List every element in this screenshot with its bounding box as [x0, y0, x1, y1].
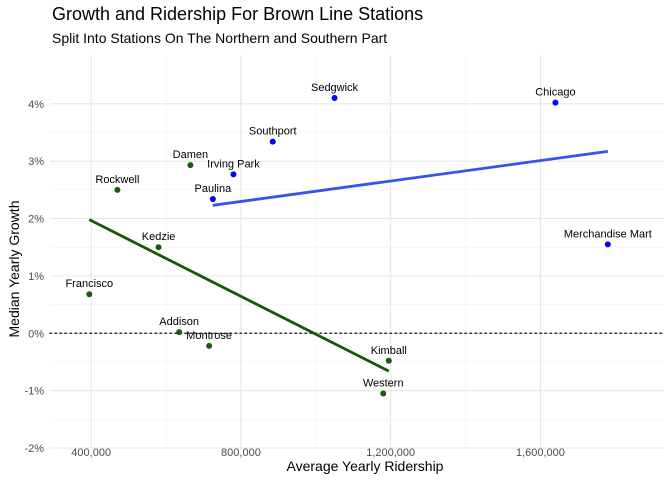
trend-line-layer	[88, 149, 609, 373]
data-point-sedgwick	[331, 95, 338, 102]
data-point-damen	[187, 162, 194, 169]
x-tick-label: 1,200,000	[366, 447, 415, 459]
trend-line-1	[212, 149, 609, 207]
point-label-paulina: Paulina	[195, 183, 233, 195]
data-point-rockwell	[114, 186, 121, 193]
point-label-kimball: Kimball	[371, 345, 407, 357]
y-tick-label: 3%	[28, 156, 44, 168]
point-layer	[86, 95, 611, 397]
x-tick-label: 400,000	[71, 447, 111, 459]
point-label-addison: Addison	[159, 316, 199, 328]
data-point-francisco	[86, 291, 93, 298]
point-label-southport: Southport	[249, 126, 297, 138]
grid-layer	[50, 55, 664, 449]
data-point-irving-park	[230, 171, 237, 178]
data-point-merchandise-mart	[604, 241, 611, 248]
y-tick-label: 2%	[28, 214, 44, 226]
point-label-chicago: Chicago	[535, 87, 575, 99]
point-label-rockwell: Rockwell	[95, 174, 139, 186]
data-point-western	[380, 390, 387, 397]
point-label-layer: Sedgwick Chicago Southport Irving Park Pauli…	[65, 82, 651, 389]
y-axis-title: Median Yearly Growth	[6, 201, 22, 338]
data-point-kedzie	[155, 244, 162, 251]
data-point-montrose	[206, 342, 213, 349]
x-tick-label: 800,000	[221, 447, 261, 459]
data-point-addison	[176, 329, 183, 336]
tick-label-layer: 400,000 800,000 1,200,000 1,600,000 -2% -1% 0%…	[24, 99, 564, 459]
trend-line-2	[88, 218, 390, 373]
chart-subtitle: Split Into Stations On The Northern and …	[52, 30, 388, 46]
data-point-southport	[269, 138, 276, 145]
x-tick-label: 1,600,000	[516, 447, 565, 459]
y-tick-label: 1%	[28, 271, 44, 283]
point-label-western: Western	[363, 377, 404, 389]
data-point-chicago	[552, 99, 559, 106]
data-point-paulina	[209, 196, 216, 203]
point-label-francisco: Francisco	[65, 278, 113, 290]
point-label-montrose: Montrose	[186, 330, 232, 342]
chart-title: Growth and Ridership For Brown Line Stat…	[52, 4, 424, 24]
y-tick-label: -1%	[24, 386, 44, 398]
data-point-kimball	[385, 357, 392, 364]
y-tick-label: -2%	[24, 443, 44, 455]
point-label-kedzie: Kedzie	[142, 231, 176, 243]
x-axis-title: Average Yearly Ridership	[287, 458, 444, 474]
point-label-irving-park: Irving Park	[207, 158, 260, 170]
point-label-damen: Damen	[173, 149, 208, 161]
y-tick-label: 4%	[28, 99, 44, 111]
point-label-merchandise-mart: Merchandise Mart	[564, 228, 652, 240]
point-label-sedgwick: Sedgwick	[311, 82, 359, 94]
y-tick-label: 0%	[28, 328, 44, 340]
